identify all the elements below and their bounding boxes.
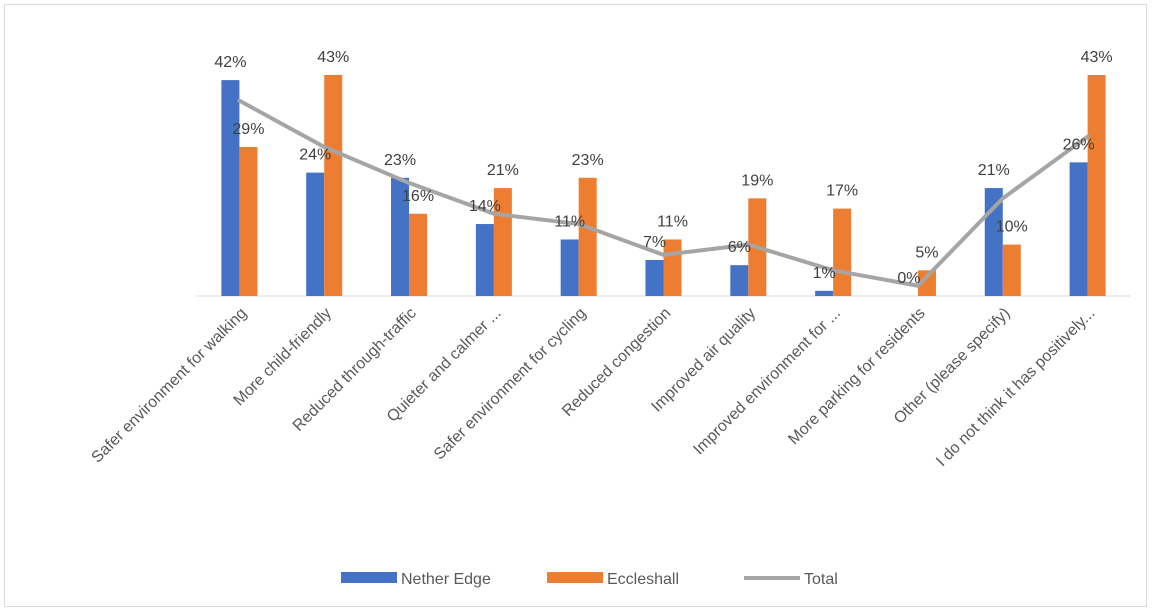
- data-label: 11%: [554, 213, 585, 230]
- category-label: More parking for residents: [785, 305, 928, 448]
- bar-eccleshall: [1087, 74, 1106, 296]
- bar-eccleshall: [409, 213, 428, 296]
- data-label: 29%: [232, 121, 264, 138]
- data-label: 10%: [996, 219, 1028, 236]
- legend-label: Eccleshall: [607, 571, 679, 588]
- bar-nether-edge: [475, 224, 494, 296]
- data-label: 14%: [469, 198, 501, 215]
- bar-nether-edge: [560, 239, 579, 296]
- legend-label: Total: [804, 571, 838, 588]
- data-label: 24%: [299, 147, 331, 164]
- bar-eccleshall: [833, 208, 852, 296]
- bar-eccleshall: [917, 270, 936, 296]
- bar-nether-edge: [306, 172, 325, 296]
- data-label: 43%: [1081, 49, 1113, 66]
- bar-nether-edge: [1069, 162, 1088, 296]
- category-label: Improved environment for ...: [690, 305, 844, 459]
- line-total: [237, 98, 1090, 288]
- data-label: 43%: [317, 49, 349, 66]
- data-label: 7%: [643, 234, 666, 251]
- data-label: 11%: [657, 213, 688, 230]
- data-label: 19%: [741, 172, 773, 189]
- data-label: 6%: [728, 239, 751, 256]
- data-label: 23%: [572, 152, 604, 169]
- data-label: 23%: [384, 152, 416, 169]
- bar-nether-edge: [815, 290, 834, 296]
- bar-nether-edge: [391, 177, 410, 296]
- legend: Nether Edge Eccleshall Total: [341, 571, 838, 588]
- plot-area: 42% 24% 23% 14% 11% 7% 6% 1% 0% 21% 26% 29% 43% 16% 21…: [89, 49, 1130, 470]
- data-label: 26%: [1063, 136, 1095, 153]
- data-label: 1%: [813, 265, 836, 282]
- data-label: 21%: [487, 162, 519, 179]
- legend-label: Nether Edge: [401, 571, 491, 588]
- category-label: I do not think it has positively...: [933, 305, 1098, 470]
- bar-eccleshall: [324, 74, 343, 296]
- bar-eccleshall: [1002, 244, 1021, 296]
- chart-frame: [4, 4, 1147, 607]
- bar-nether-edge: [730, 265, 749, 296]
- legend-swatch: [547, 572, 603, 583]
- data-label: 42%: [214, 54, 246, 71]
- bar-nether-edge: [645, 260, 664, 296]
- legend-swatch: [341, 572, 397, 583]
- bar-nether-edge: [984, 188, 1003, 296]
- bar-eccleshall: [239, 146, 258, 296]
- bar-eccleshall: [663, 239, 682, 296]
- data-label: 5%: [915, 244, 938, 261]
- category-label: Safer environment for cycling: [431, 305, 590, 464]
- data-label: 21%: [978, 162, 1010, 179]
- bar-nether-edge: [221, 80, 240, 297]
- data-label: 16%: [402, 188, 434, 205]
- data-label: 0%: [897, 270, 920, 287]
- bar-eccleshall: [578, 177, 597, 296]
- data-label: 17%: [826, 183, 858, 200]
- category-label: Safer environment for walking: [89, 305, 251, 467]
